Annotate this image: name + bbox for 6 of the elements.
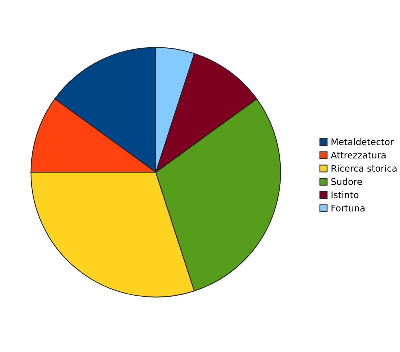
legend-label: Fortuna xyxy=(332,205,365,212)
legend-label: Ricerca storica xyxy=(332,165,397,172)
legend-label: Metaldetector xyxy=(332,138,394,146)
legend-label: Attrezzatura xyxy=(331,152,386,159)
legend-label: Istinto xyxy=(332,192,359,198)
legend-label: Sudore xyxy=(332,178,362,186)
